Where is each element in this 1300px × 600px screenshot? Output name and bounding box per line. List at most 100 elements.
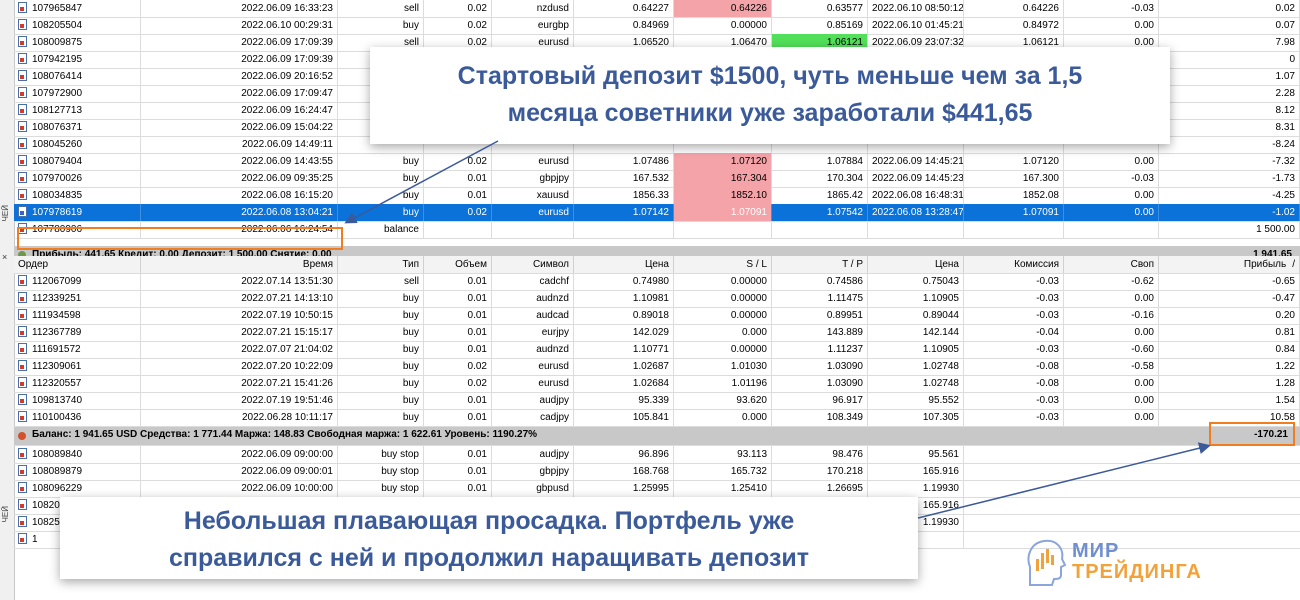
pending-order-row[interactable]: 108089879 2022.06.09 09:00:01 buy stop 0.01… — [14, 463, 1300, 481]
column-header[interactable]: Тип — [338, 256, 424, 273]
column-header[interactable]: Символ — [492, 256, 574, 273]
cell-text: 2022.06.09 14:45:21 — [872, 156, 964, 167]
arrow-to-history-summary — [344, 140, 499, 224]
cell-text: 2022.06.09 09:00:00 — [241, 449, 333, 460]
table-cell: 0.02 — [424, 375, 492, 392]
table-cell: 108127713 — [14, 102, 141, 119]
column-header[interactable]: Время — [141, 256, 338, 273]
cell-text: 143.889 — [826, 327, 863, 338]
column-header[interactable]: S / L — [674, 256, 772, 273]
table-cell — [1064, 221, 1159, 238]
column-header[interactable]: T / P — [772, 256, 868, 273]
table-cell: 108089840 — [14, 446, 141, 463]
table-cell: 1856.33 — [574, 187, 674, 204]
table-cell: 0.01 — [424, 463, 492, 480]
cell-text: 2022.06.06 16:24:54 — [241, 224, 333, 235]
cell-text: 10825 — [32, 517, 60, 528]
terminal-side-strip: ЧЕЙ × ЧЕЙ — [0, 0, 15, 600]
column-header[interactable]: Своп — [1064, 256, 1159, 273]
cell-text: 1865.42 — [826, 190, 863, 201]
cell-text: 142.144 — [922, 327, 959, 338]
cell-text: 2022.06.09 17:09:39 — [241, 54, 333, 65]
table-cell: eurusd — [492, 358, 574, 375]
cell-text: 108127713 — [32, 105, 83, 116]
cell-text: 1.02687 — [632, 361, 669, 372]
table-cell: 107.305 — [868, 409, 964, 426]
table-row[interactable]: 112339251 2022.07.21 14:13:10 buy 0.01 audnz… — [14, 290, 1300, 308]
table-cell: -0.03 — [964, 290, 1064, 307]
cell-text: gbpusd — [536, 483, 569, 494]
table-cell: 0.01 — [424, 409, 492, 426]
callout-line: месяца советники уже заработали $441,65 — [507, 99, 1033, 127]
table-cell: gbpjpy — [492, 170, 574, 187]
table-cell: 170.218 — [772, 463, 868, 480]
table-cell: 0.000 — [674, 409, 772, 426]
table-row[interactable]: 107978619 2022.06.08 13:04:21 buy 0.02 eurus… — [14, 204, 1300, 222]
table-cell: 2022.07.20 10:22:09 — [141, 358, 338, 375]
order-icon — [18, 69, 27, 81]
cell-text: 108089840 — [32, 449, 83, 460]
table-cell: 1.03090 — [772, 375, 868, 392]
order-icon — [18, 52, 27, 64]
table-cell: 0.00 — [1064, 17, 1159, 34]
cell-text: 2022.06.09 14:43:55 — [241, 156, 333, 167]
pending-order-row[interactable]: 108089840 2022.06.09 09:00:00 buy stop 0.01… — [14, 446, 1300, 464]
cell-text: 112309061 — [32, 361, 82, 372]
cell-text: 1.25995 — [632, 483, 669, 494]
order-icon — [18, 154, 27, 166]
column-header[interactable]: Объем — [424, 256, 492, 273]
table-row[interactable]: 111691572 2022.07.07 21:04:02 buy 0.01 audnz… — [14, 341, 1300, 359]
table-row[interactable]: 108205504 2022.06.10 00:29:31 buy 0.02 eurgb… — [14, 17, 1300, 35]
table-row[interactable]: 112320557 2022.07.21 15:41:26 buy 0.02 eurus… — [14, 375, 1300, 393]
table-cell: audjpy — [492, 446, 574, 463]
cell-text: 167.300 — [1022, 173, 1059, 184]
table-cell: 168.768 — [574, 463, 674, 480]
cell-text: 2022.07.07 21:04:02 — [241, 344, 333, 355]
cell-text: sell — [403, 37, 419, 48]
table-row[interactable]: 107970026 2022.06.09 09:35:25 buy 0.01 gbpjp… — [14, 170, 1300, 188]
table-cell: 1.19930 — [868, 514, 964, 531]
table-row[interactable]: 112309061 2022.07.20 10:22:09 buy 0.02 eurus… — [14, 358, 1300, 376]
table-row[interactable]: 108079404 2022.06.09 14:43:55 buy 0.02 eurus… — [14, 153, 1300, 171]
table-cell: 0.01 — [424, 324, 492, 341]
column-header[interactable]: Цена — [868, 256, 964, 273]
cell-text: 1852.10 — [730, 190, 767, 201]
floating-profit-total: -170.21 — [1254, 429, 1288, 440]
close-icon[interactable]: × — [2, 252, 8, 262]
table-cell: 2022.06.09 14:43:55 — [141, 153, 338, 170]
order-icon — [18, 103, 27, 115]
table-row[interactable]: 112067099 2022.07.14 13:51:30 sell 0.01 cadc… — [14, 273, 1300, 291]
table-row[interactable]: 112367789 2022.07.21 15:15:17 buy 0.01 eurjp… — [14, 324, 1300, 342]
table-cell: 109813740 — [14, 392, 141, 409]
table-row[interactable]: 109813740 2022.07.19 19:51:46 buy 0.01 audjp… — [14, 392, 1300, 410]
column-header[interactable]: Ордер — [14, 256, 141, 273]
cell-text: eurusd — [538, 207, 569, 218]
table-row[interactable]: 108045260 2022.06.09 14:49:11 -8.24 — [14, 136, 1300, 154]
cell-text: 95.339 — [638, 395, 669, 406]
table-cell: 142.144 — [868, 324, 964, 341]
cell-text: 2022.07.19 19:51:46 — [241, 395, 333, 406]
table-row[interactable]: 111934598 2022.07.19 10:50:15 buy 0.01 audca… — [14, 307, 1300, 325]
cell-text: 2022.06.09 17:09:47 — [241, 88, 333, 99]
table-cell: 1.07884 — [772, 153, 868, 170]
cell-text: -0.08 — [1036, 378, 1059, 389]
cell-text: -0.65 — [1272, 276, 1295, 287]
table-cell: 1.07091 — [964, 204, 1064, 221]
table-cell: 112339251 — [14, 290, 141, 307]
table-row[interactable]: 107965847 2022.06.09 16:33:23 sell 0.02 nzdu… — [14, 0, 1300, 18]
column-header[interactable]: Комиссия — [964, 256, 1064, 273]
cell-text: 1.19930 — [922, 483, 959, 494]
table-row[interactable]: 110100436 2022.06.28 10:11:17 buy 0.01 cadjp… — [14, 409, 1300, 427]
table-cell: 1.03090 — [772, 358, 868, 375]
cell-text: 108034835 — [32, 190, 83, 201]
cell-text: -0.60 — [1131, 344, 1154, 355]
table-cell — [772, 221, 868, 238]
column-header[interactable]: Цена — [574, 256, 674, 273]
cell-text: buy — [402, 412, 419, 423]
table-cell: 0.85169 — [772, 17, 868, 34]
cell-text: 0.01 — [467, 466, 487, 477]
table-cell: -0.16 — [1064, 307, 1159, 324]
order-icon — [18, 498, 27, 510]
cell-text: 0.01 — [467, 412, 487, 423]
table-cell: 165.916 — [868, 463, 964, 480]
